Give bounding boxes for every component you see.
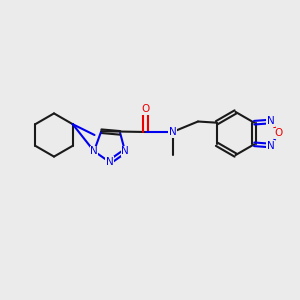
Text: N: N xyxy=(121,146,129,156)
Text: N: N xyxy=(90,146,98,156)
Text: N: N xyxy=(267,116,274,127)
Text: N: N xyxy=(169,127,176,137)
Text: O: O xyxy=(274,128,283,139)
Text: O: O xyxy=(141,104,150,115)
Text: N: N xyxy=(267,140,274,151)
Text: N: N xyxy=(106,157,113,167)
